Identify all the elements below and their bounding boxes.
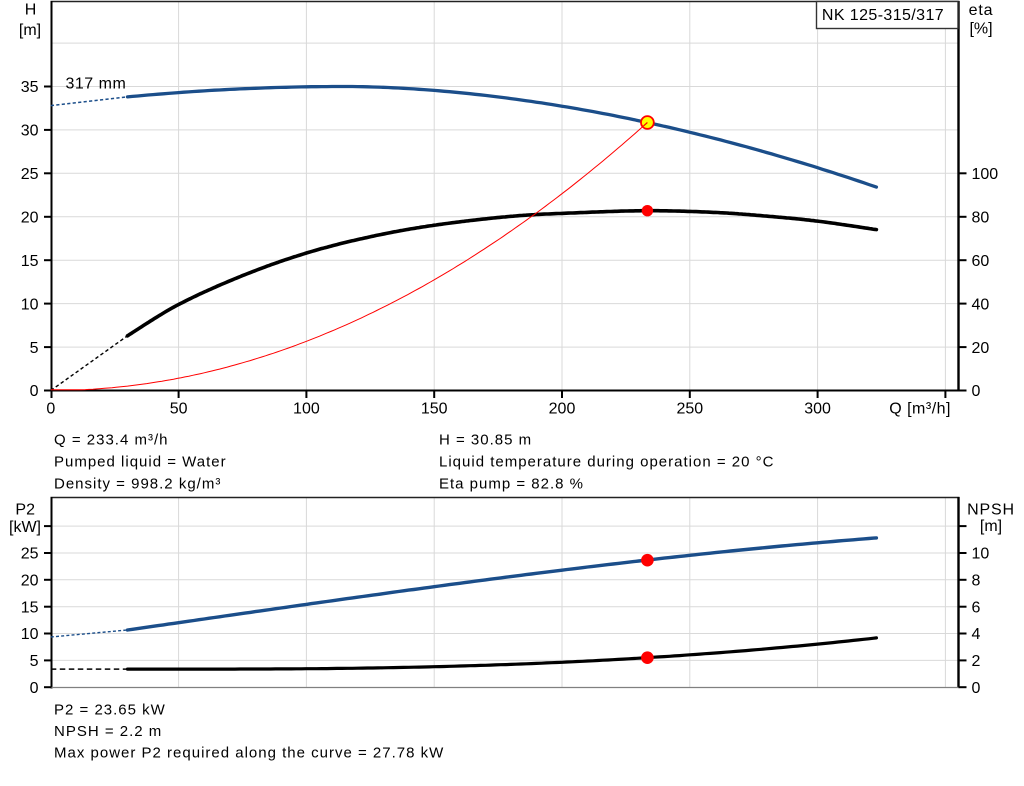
svg-text:H: H [25, 2, 37, 19]
svg-text:5: 5 [30, 340, 39, 357]
svg-text:20: 20 [21, 210, 39, 227]
svg-text:Q [m³/h]: Q [m³/h] [889, 400, 951, 417]
svg-text:Density = 998.2 kg/m³: Density = 998.2 kg/m³ [54, 475, 221, 492]
svg-text:6: 6 [972, 599, 981, 616]
svg-text:25: 25 [21, 546, 39, 563]
svg-text:250: 250 [676, 400, 703, 417]
svg-text:Q = 233.4 m³/h: Q = 233.4 m³/h [54, 432, 168, 449]
svg-text:0: 0 [30, 680, 39, 697]
svg-text:[%]: [%] [969, 21, 992, 38]
svg-text:15: 15 [21, 599, 39, 616]
svg-text:P2: P2 [15, 501, 35, 518]
svg-text:200: 200 [549, 400, 576, 417]
svg-text:25: 25 [21, 166, 39, 183]
svg-text:15: 15 [21, 253, 39, 270]
svg-text:10: 10 [972, 546, 990, 563]
svg-text:30: 30 [21, 123, 39, 140]
svg-text:0: 0 [46, 400, 55, 417]
svg-text:100: 100 [972, 166, 999, 183]
svg-text:eta: eta [969, 2, 994, 19]
svg-text:Max power P2 required along th: Max power P2 required along the curve = … [54, 745, 444, 762]
svg-text:60: 60 [972, 253, 990, 270]
svg-text:[m]: [m] [19, 22, 41, 39]
svg-text:Eta pump = 82.8 %: Eta pump = 82.8 % [439, 475, 584, 492]
svg-text:0: 0 [972, 680, 981, 697]
svg-text:300: 300 [804, 400, 831, 417]
svg-text:H = 30.85 m: H = 30.85 m [439, 432, 532, 449]
svg-text:5: 5 [30, 653, 39, 670]
svg-text:Pumped liquid = Water: Pumped liquid = Water [54, 454, 227, 471]
svg-text:NPSH = 2.2 m: NPSH = 2.2 m [54, 723, 162, 740]
svg-text:35: 35 [21, 79, 39, 96]
svg-text:0: 0 [30, 383, 39, 400]
svg-text:150: 150 [421, 400, 448, 417]
svg-text:[m]: [m] [980, 518, 1002, 535]
svg-text:4: 4 [972, 626, 981, 643]
svg-text:20: 20 [21, 573, 39, 590]
svg-text:50: 50 [170, 400, 188, 417]
svg-text:[kW]: [kW] [9, 519, 41, 536]
svg-text:8: 8 [972, 573, 981, 590]
svg-text:0: 0 [972, 383, 981, 400]
svg-text:NK 125-315/317: NK 125-315/317 [822, 7, 944, 24]
svg-text:2: 2 [972, 653, 981, 670]
svg-text:317 mm: 317 mm [66, 76, 127, 93]
svg-text:10: 10 [21, 626, 39, 643]
svg-text:20: 20 [972, 340, 990, 357]
svg-text:80: 80 [972, 210, 990, 227]
svg-text:100: 100 [293, 400, 320, 417]
svg-text:Liquid temperature during oper: Liquid temperature during operation = 20… [439, 454, 774, 471]
svg-text:10: 10 [21, 296, 39, 313]
svg-text:40: 40 [972, 296, 990, 313]
svg-text:NPSH: NPSH [967, 502, 1015, 519]
svg-text:P2 = 23.65 kW: P2 = 23.65 kW [54, 701, 166, 718]
